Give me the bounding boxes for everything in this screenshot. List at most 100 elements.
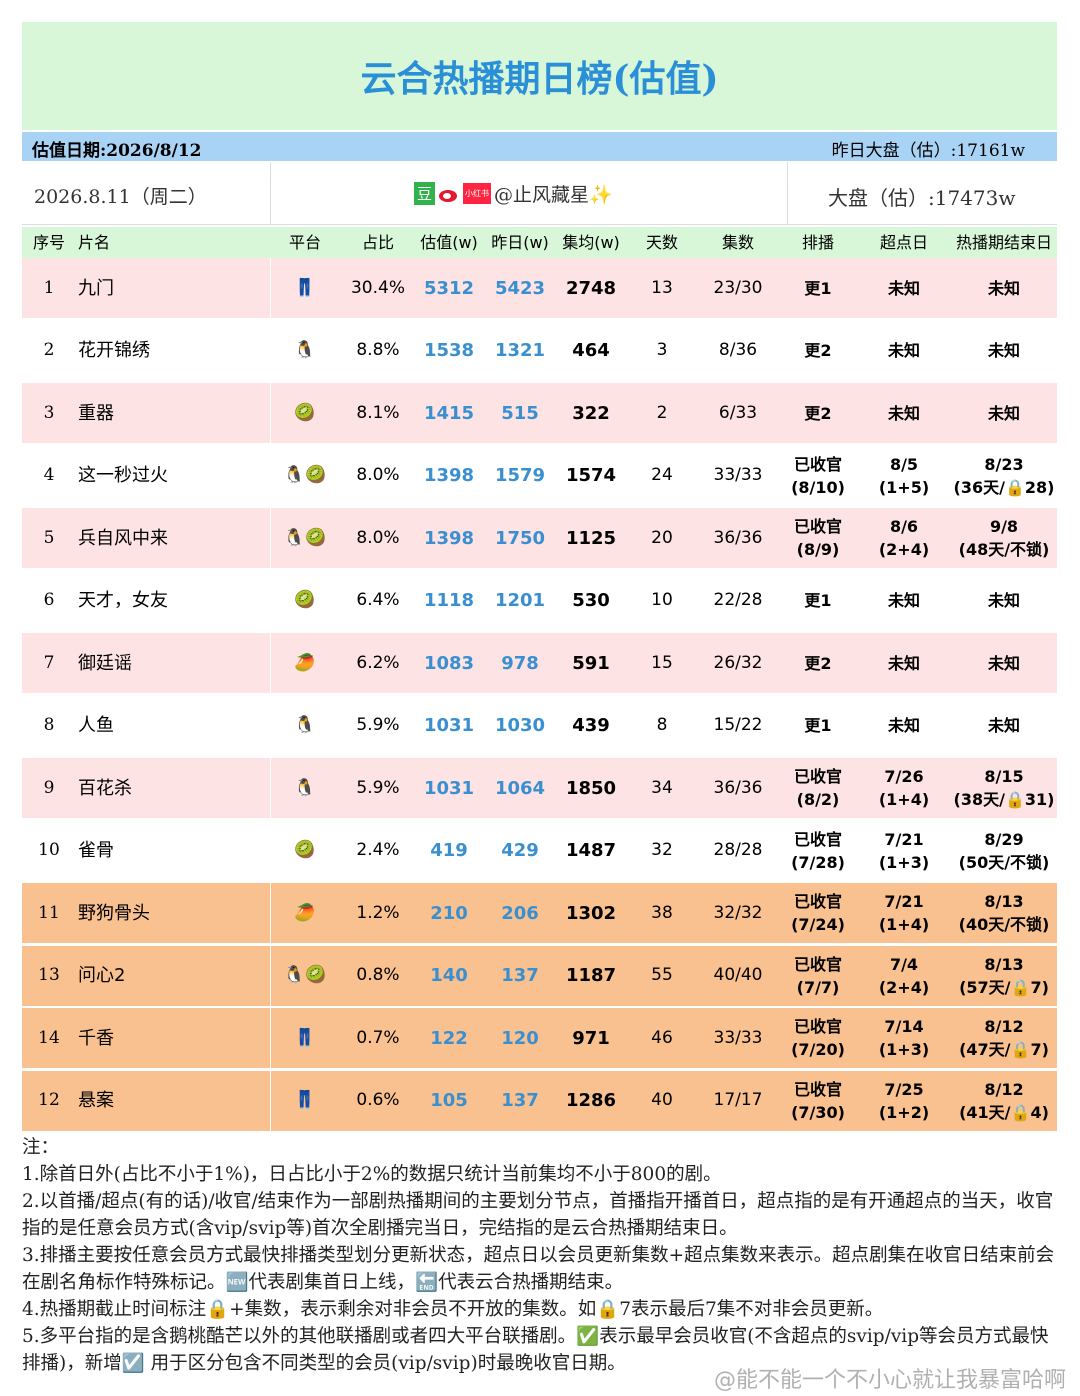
end-day: 未知 [987, 716, 1020, 735]
estimate: 1398 [423, 465, 475, 486]
estimate: 1538 [423, 340, 475, 361]
avg: 1125 [565, 527, 617, 549]
rank: 1 [43, 277, 55, 298]
yesterday: 1579 [494, 465, 546, 486]
end-day: 8/29 (50天/不锁) [958, 829, 1050, 872]
title: 问心2 [78, 965, 126, 986]
platform: 🐧🥝 [283, 527, 327, 548]
schedule: 已收官 (8/2) [793, 767, 842, 809]
note-line: 注： [22, 1137, 60, 1158]
platform: 🥝 [294, 590, 316, 610]
peak-day: 未知 [887, 653, 920, 673]
schedule: 已收官 (7/24) [791, 892, 845, 934]
title: 悬案 [78, 1090, 114, 1111]
avg: 1302 [565, 902, 617, 924]
estimate: 419 [430, 840, 468, 861]
platform: 🥝 [294, 402, 316, 423]
schedule: 更2 [804, 653, 832, 673]
rank: 12 [38, 1090, 60, 1110]
schedule: 更1 [804, 716, 832, 735]
note-line: 1.除首日外(占比不小于1%)，日占比小于2%的数据只统计当前集均不小于800的… [22, 1164, 722, 1185]
peak-day: 7/26 (1+4) [878, 767, 930, 809]
end-day: 8/12 (41天/🔒4) [959, 1079, 1049, 1122]
peak-day: 7/14 (1+3) [878, 1017, 930, 1059]
avg: 2748 [565, 277, 617, 299]
divider [270, 695, 271, 756]
avg: 322 [572, 402, 610, 424]
episodes: 36/36 [713, 527, 763, 548]
table-row: 6 天才，女友 🥝 6.4% 1118 1201 530 10 22/28 更1 未知 未知 [22, 570, 1057, 632]
avg: 1487 [565, 840, 617, 861]
share: 0.8% [356, 965, 400, 985]
title: 御廷谣 [78, 652, 132, 674]
yesterday: 120 [501, 1027, 539, 1049]
table-header: 序号 片名 平台 占比 估值(w) 昨日(w) 集均(w) 天数 集数 排播 超点日 热播期结束日 [22, 227, 1057, 258]
avg: 971 [572, 1027, 610, 1049]
yesterday: 1030 [494, 715, 546, 736]
platform: 🥭 [294, 902, 316, 923]
episodes: 33/33 [713, 465, 763, 485]
episodes: 26/32 [713, 652, 763, 673]
divider [270, 820, 271, 881]
platform: 🐧🥝 [283, 465, 327, 485]
end-day: 未知 [987, 278, 1020, 298]
estimate: 1415 [423, 402, 475, 424]
schedule: 已收官 (8/10) [791, 454, 845, 497]
table-row: 8 人鱼 🐧 5.9% 1031 1030 439 8 15/22 更1 未知 未知 [22, 695, 1057, 757]
episodes: 15/22 [713, 715, 763, 735]
platform: 🥭 [294, 652, 316, 673]
column-header: 占比 [361, 233, 394, 252]
estimate: 105 [430, 1090, 468, 1111]
avg: 1187 [565, 965, 617, 986]
column-header: 排播 [801, 233, 834, 252]
note-line: 5.多平台指的是含鹅桃酷芒以外的其他联播剧或者四大平台联播剧。✅表示最早会员收官… [22, 1326, 1049, 1374]
episodes: 22/28 [713, 590, 763, 610]
rank: 3 [43, 402, 55, 423]
column-header: 昨日(w) [491, 233, 549, 252]
column-header: 天数 [645, 233, 678, 252]
days: 24 [651, 465, 673, 485]
rank: 2 [43, 340, 55, 360]
avg: 464 [572, 340, 610, 361]
divider [270, 258, 271, 318]
divider [270, 320, 271, 381]
title: 雀骨 [78, 840, 114, 861]
table-row: 2 花开锦绣 🐧 8.8% 1538 1321 464 3 8/36 更2 未知 未知 [22, 320, 1057, 382]
table-row: 4 这一秒过火 🐧🥝 8.0% 1398 1579 1574 24 33/33 已收官 (8/10… [22, 445, 1057, 507]
divider [270, 162, 271, 225]
yesterday: 1201 [494, 590, 546, 611]
share: 8.1% [356, 402, 400, 423]
divider [270, 758, 271, 818]
end-day: 9/8 (48天/不锁) [958, 517, 1050, 559]
yesterday: 137 [501, 1090, 539, 1111]
title: 百花杀 [78, 777, 132, 799]
avg: 530 [572, 590, 610, 611]
days: 32 [651, 840, 673, 860]
yesterday: 1064 [494, 777, 546, 799]
column-header: 平台 [288, 233, 321, 252]
days: 2 [656, 402, 668, 423]
days: 55 [651, 965, 673, 985]
schedule: 已收官 (7/30) [791, 1079, 845, 1122]
peak-day: 未知 [887, 341, 920, 360]
table-row: 7 御廷谣 🥭 6.2% 1083 978 591 15 26/32 更2 未知 未知 [22, 633, 1057, 694]
divider [270, 1070, 271, 1131]
divider [270, 883, 271, 943]
end-day: 未知 [987, 653, 1020, 673]
title: 重器 [78, 402, 114, 424]
column-header: 集数 [721, 233, 754, 252]
author: @止风藏星✨ [494, 184, 613, 206]
estimate: 5312 [423, 277, 475, 299]
column-header: 超点日 [879, 233, 928, 252]
estimate: 1118 [423, 590, 475, 611]
yesterday: 515 [501, 402, 539, 424]
peak-day: 未知 [887, 591, 920, 610]
episodes: 32/32 [713, 902, 763, 923]
table-row: 11 野狗骨头 🥭 1.2% 210 206 1302 38 32/32 已收官 (7/24) 7/… [22, 883, 1057, 944]
table-row: 13 问心2 🐧🥝 0.8% 140 137 1187 55 40/40 已收官 (7/7) 7/4… [22, 945, 1057, 1007]
title: 九门 [78, 277, 114, 299]
share: 1.2% [356, 902, 400, 923]
divider [270, 945, 271, 1006]
end-day: 8/15 (38天/🔒31) [953, 767, 1055, 809]
